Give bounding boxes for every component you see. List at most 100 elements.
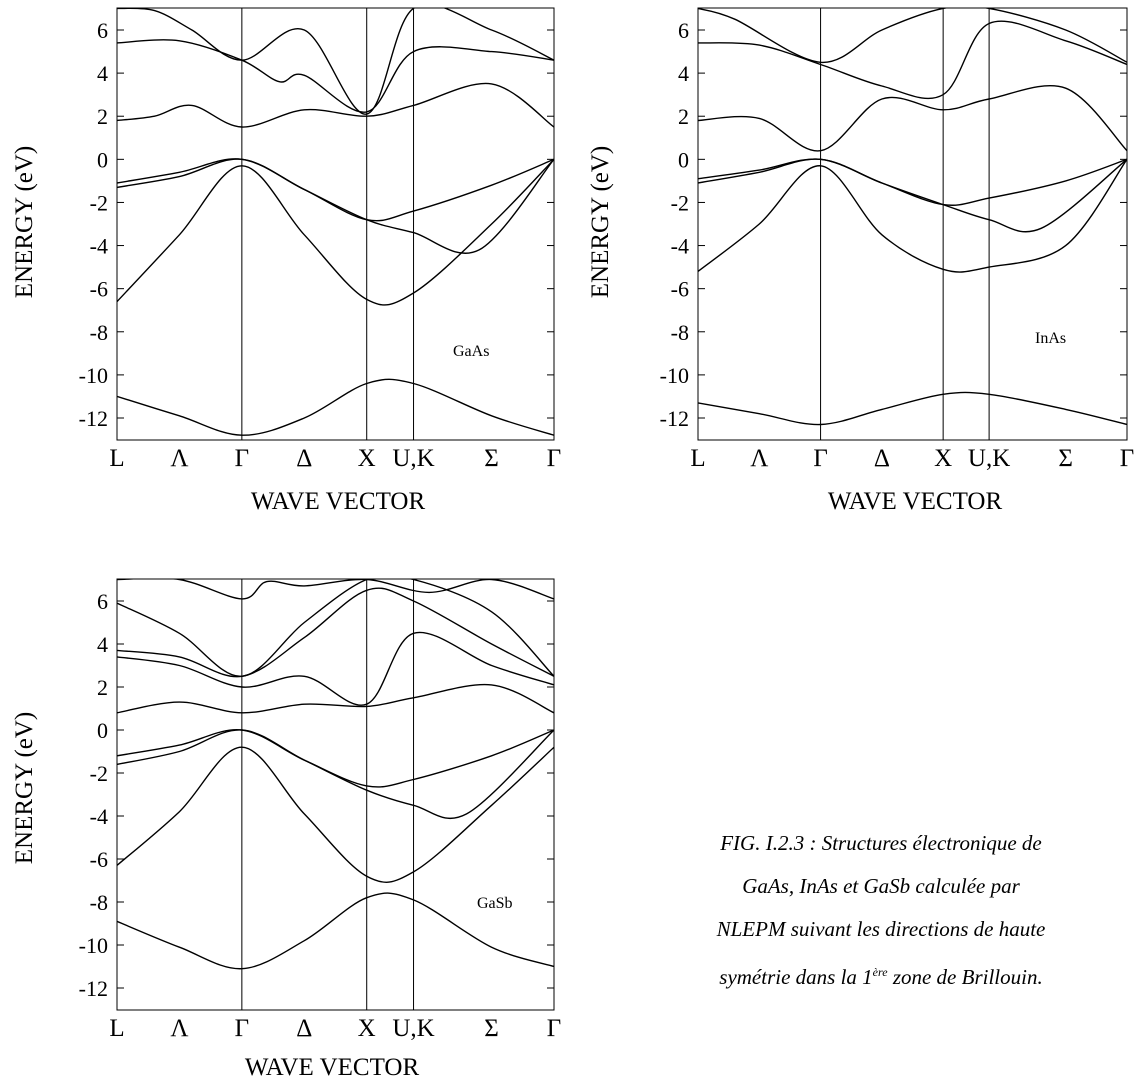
caption-superscript: ère (872, 965, 888, 979)
x-tick-label: Γ (547, 1015, 561, 1042)
caption-line: NLEPM suivant les directions de haute (716, 917, 1046, 941)
x-tick-label: Σ (484, 445, 499, 472)
energy-band (117, 8, 554, 115)
band-chart-gaas: 6 4 2 0 -2 -4 -6 -8 -10 -12L Λ Γ Δ X U,K Σ Γ ENERGY (eV)… (11, 7, 561, 515)
y-tick-label: -10 (79, 363, 108, 388)
y-tick-label: -12 (660, 406, 689, 431)
y-tick-label: -4 (90, 234, 108, 259)
y-tick-label: -12 (79, 976, 108, 1001)
y-tick-label: -6 (90, 847, 108, 872)
energy-band (698, 8, 1127, 64)
x-tick-label: L (109, 445, 124, 472)
energy-band (698, 158, 1127, 273)
x-tick-label: X (358, 445, 376, 472)
x-tick-label: Λ (170, 445, 188, 472)
energy-band (117, 39, 554, 113)
energy-band (698, 20, 1127, 100)
material-label: GaAs (453, 343, 489, 360)
x-tick-label: Σ (1058, 445, 1073, 472)
energy-band (117, 729, 554, 820)
energy-band (698, 391, 1127, 426)
y-tick-label: -8 (90, 890, 108, 915)
caption-line: GaAs, InAs et GaSb calculée par (742, 874, 1020, 898)
x-tick-label: Λ (170, 1015, 188, 1042)
y-tick-label: -4 (90, 804, 108, 829)
y-tick-label: -2 (90, 761, 108, 786)
y-tick-label: -2 (671, 190, 689, 215)
x-tick-label: U,K (968, 445, 1010, 472)
energy-band (117, 587, 554, 678)
plot-frame (116, 7, 555, 441)
caption-line: symétrie dans la 1ère zone de Brillouin. (615, 951, 1147, 999)
x-tick-label: U,K (392, 1015, 434, 1042)
y-axis-label: ENERGY (eV) (587, 146, 614, 299)
x-axis-label: WAVE VECTOR (245, 1054, 420, 1081)
y-tick-label: 2 (97, 104, 108, 129)
y-tick-label: 4 (97, 632, 108, 657)
y-tick-label: 2 (678, 104, 689, 129)
material-label: GaSb (477, 895, 513, 912)
y-tick-label: -4 (671, 234, 689, 259)
y-tick-label: 6 (97, 589, 108, 614)
band-chart-inas: 6 4 2 0 -2 -4 -6 -8 -10 -12L Λ Γ Δ X U,K Σ Γ ENERGY (eV)… (587, 7, 1134, 515)
y-tick-label: -8 (671, 320, 689, 345)
x-tick-label: Σ (484, 1015, 499, 1042)
energy-band (117, 158, 554, 306)
x-tick-label: U,K (392, 445, 434, 472)
y-tick-label: 2 (97, 675, 108, 700)
x-tick-label: L (690, 445, 705, 472)
caption-line: FIG. I.2.3 : Structures électronique de (720, 831, 1042, 855)
y-tick-label: 6 (678, 18, 689, 43)
energy-band (117, 683, 554, 714)
y-tick-label: -6 (90, 277, 108, 302)
plot-frame (116, 578, 555, 1011)
y-tick-label: -6 (671, 277, 689, 302)
y-tick-label: -8 (90, 320, 108, 345)
x-tick-label: Λ (750, 445, 768, 472)
y-tick-label: 0 (97, 718, 108, 743)
energy-band (117, 82, 554, 128)
y-tick-label: -10 (660, 363, 689, 388)
y-tick-label: -12 (79, 406, 108, 431)
energy-band (117, 378, 554, 436)
y-tick-label: 4 (678, 61, 689, 86)
y-tick-label: 6 (97, 18, 108, 43)
material-label: InAs (1035, 330, 1066, 347)
y-tick-label: 4 (97, 61, 108, 86)
energy-band (117, 892, 554, 970)
x-tick-label: X (358, 1015, 376, 1042)
energy-band (117, 579, 554, 600)
x-tick-label: Γ (813, 445, 827, 472)
x-axis-label: WAVE VECTOR (251, 488, 426, 515)
y-axis-label: ENERGY (eV) (11, 146, 38, 299)
figure-caption: FIG. I.2.3 : Structures électronique de … (615, 822, 1147, 999)
energy-band (117, 746, 554, 883)
caption-text: zone de Brillouin. (887, 965, 1043, 989)
energy-band (117, 729, 554, 788)
x-tick-label: Γ (547, 445, 561, 472)
y-tick-label: -10 (79, 933, 108, 958)
y-tick-label: 0 (97, 147, 108, 172)
x-axis-label: WAVE VECTOR (828, 488, 1003, 515)
energy-band (698, 84, 1127, 152)
x-tick-label: Γ (1120, 445, 1134, 472)
plot-frame (697, 7, 1128, 441)
x-tick-label: Δ (296, 445, 312, 472)
energy-band (117, 631, 554, 706)
band-chart-gasb: 6 4 2 0 -2 -4 -6 -8 -10 -12L Λ Γ Δ X U,K Σ Γ ENERGY (eV)… (11, 578, 561, 1081)
energy-band (117, 579, 554, 678)
y-axis-label: ENERGY (eV) (11, 712, 38, 865)
x-tick-label: X (934, 445, 952, 472)
y-tick-label: 0 (678, 147, 689, 172)
x-tick-label: Δ (296, 1015, 312, 1042)
x-tick-label: Γ (235, 445, 249, 472)
energy-band (117, 158, 554, 222)
x-tick-label: L (109, 1015, 124, 1042)
energy-band (117, 158, 554, 254)
y-tick-label: -2 (90, 190, 108, 215)
caption-text: symétrie dans la 1 (719, 965, 873, 989)
x-tick-label: Δ (874, 445, 890, 472)
x-tick-label: Γ (235, 1015, 249, 1042)
energy-band (698, 158, 1127, 206)
energy-band (698, 158, 1127, 233)
